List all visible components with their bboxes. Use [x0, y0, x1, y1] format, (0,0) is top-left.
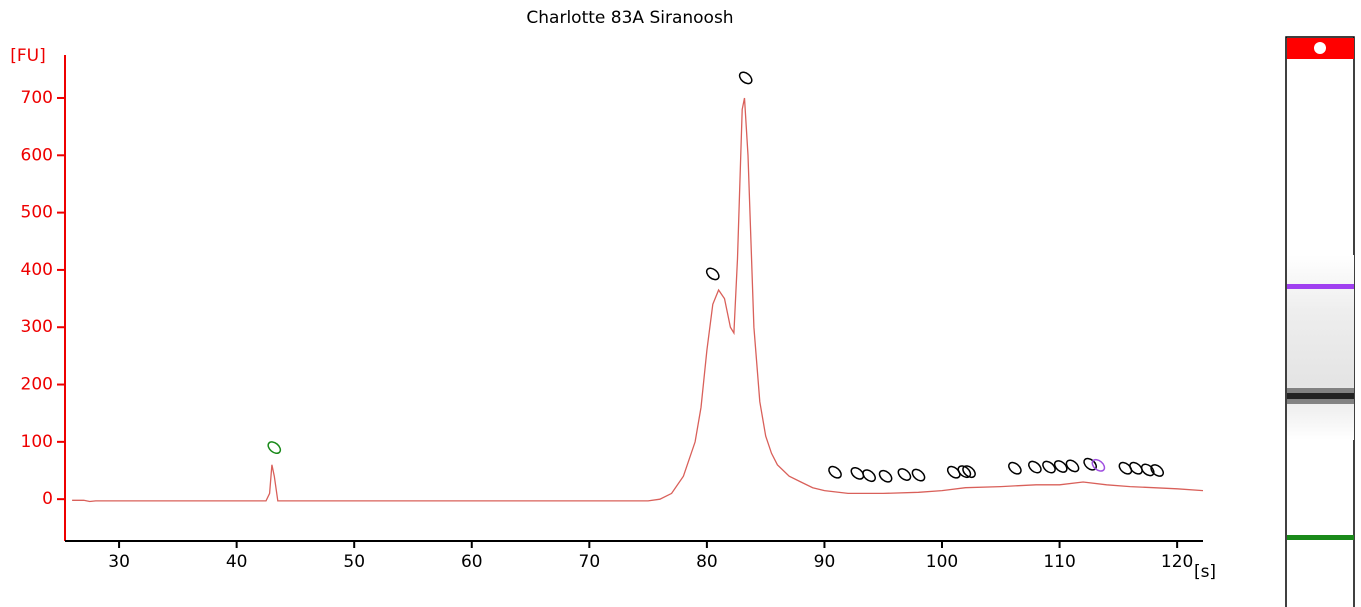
peak-marker: [1150, 464, 1164, 477]
peak-marker: [862, 469, 876, 483]
peak-marker: [1028, 460, 1042, 474]
peak-marker: [1118, 461, 1133, 475]
y-tick-label: 700: [21, 88, 53, 108]
y-tick-label: 300: [21, 317, 53, 337]
chart-title: Charlotte 83A Siranoosh: [526, 8, 733, 28]
peak-marker: [1042, 460, 1056, 474]
peak-marker: [878, 469, 893, 483]
peak-marker: [1008, 461, 1022, 475]
x-tick-label: 40: [226, 552, 248, 572]
x-tick-label: 60: [461, 552, 483, 572]
peak-marker: [1091, 458, 1106, 472]
peak-marker: [705, 267, 720, 281]
x-tick-label: 100: [926, 552, 958, 572]
y-tick-label: 600: [21, 145, 53, 165]
x-tick-label: 80: [696, 552, 718, 572]
y-axis-label: [FU]: [10, 46, 46, 66]
y-tick-label: 200: [21, 375, 53, 395]
peak-marker: [850, 466, 865, 480]
y-tick-label: 500: [21, 203, 53, 223]
peak-marker: [1065, 459, 1080, 473]
gel-lane: [1285, 36, 1355, 607]
x-tick-label: 110: [1043, 552, 1075, 572]
x-tick-label: 50: [343, 552, 365, 572]
x-tick-label: 70: [579, 552, 601, 572]
trace: [72, 97, 1204, 503]
peak-marker: [946, 465, 961, 479]
peak-marker: [962, 465, 976, 479]
peak-marker: [911, 468, 926, 482]
peak-marker: [1053, 460, 1068, 473]
peak-marker: [897, 468, 912, 481]
peak-marker: [738, 71, 753, 85]
x-tick-label: 30: [108, 552, 130, 572]
x-tick-label: 90: [814, 552, 836, 572]
y-tick-label: 100: [21, 432, 53, 452]
y-tick-label: 0: [42, 489, 53, 509]
peak-marker: [828, 465, 842, 479]
peak-marker: [957, 465, 972, 479]
peak-marker: [1129, 461, 1143, 475]
x-axis-label: [s]: [1194, 562, 1216, 582]
peak-marker: [267, 441, 282, 455]
y-tick-label: 400: [21, 260, 53, 280]
x-tick-label: 120: [1161, 552, 1193, 572]
